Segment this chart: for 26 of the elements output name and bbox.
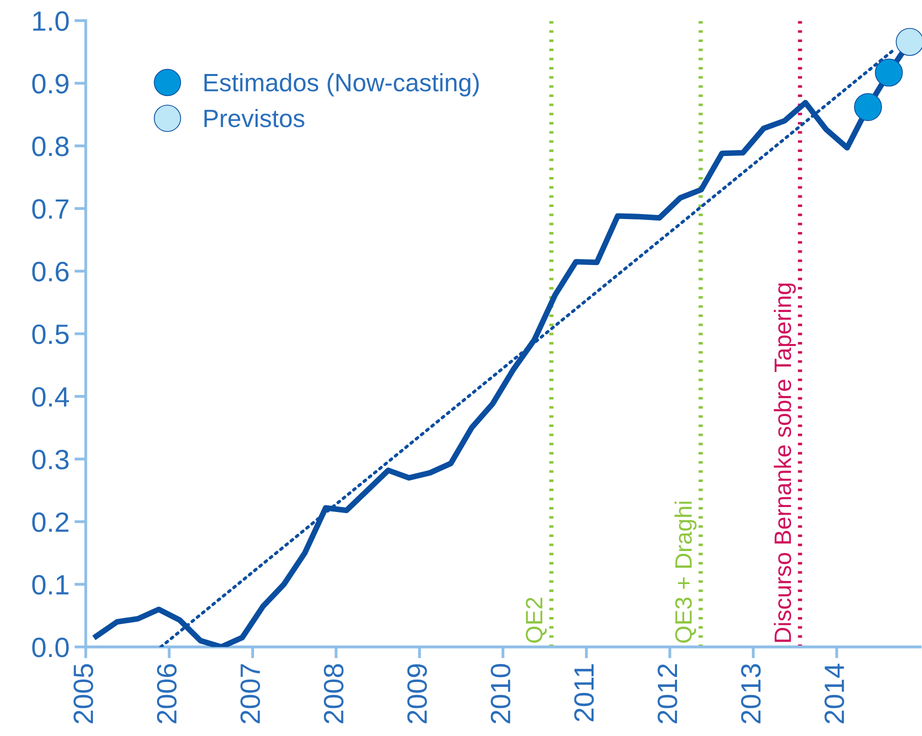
y-tick-label: 0.1 [32, 574, 68, 595]
y-tick-label: 0.7 [32, 199, 68, 219]
ref-line-label: QE3 + Draghi [674, 502, 697, 643]
y-tick-label: 0.8 [32, 136, 69, 156]
y-tick-label: 0.3 [32, 450, 69, 470]
y-tick-label: 0.5 [32, 324, 69, 344]
y-tick-label: 0.6 [32, 262, 69, 282]
x-tick-label: 2011 [574, 664, 594, 722]
x-tick-label: 2006 [156, 664, 177, 724]
x-tick-label: 2010 [490, 664, 510, 724]
y-tick-label: 0.9 [32, 74, 68, 94]
x-tick-label: 2009 [407, 664, 427, 724]
y-tick-label: 0.0 [32, 638, 69, 658]
ref-line-label: Discurso Bernanke sobre Tapering [774, 284, 796, 642]
x-tick-label: 2014 [824, 664, 844, 724]
x-tick-label: 2007 [240, 664, 260, 724]
x-tick-label: 2008 [324, 664, 344, 724]
legend-label: Previstos [204, 108, 304, 128]
x-tick-label: 2012 [658, 664, 678, 724]
y-tick-label: 1.0 [33, 11, 69, 31]
legend-label: Estimados (Now-casting) [204, 73, 479, 96]
x-tick-label: 2013 [741, 664, 761, 724]
y-tick-label: 0.4 [32, 387, 69, 407]
x-tick-label: 2005 [74, 664, 94, 724]
y-tick-label: 0.2 [32, 512, 68, 532]
ref-line-label: QE2 [526, 598, 547, 643]
